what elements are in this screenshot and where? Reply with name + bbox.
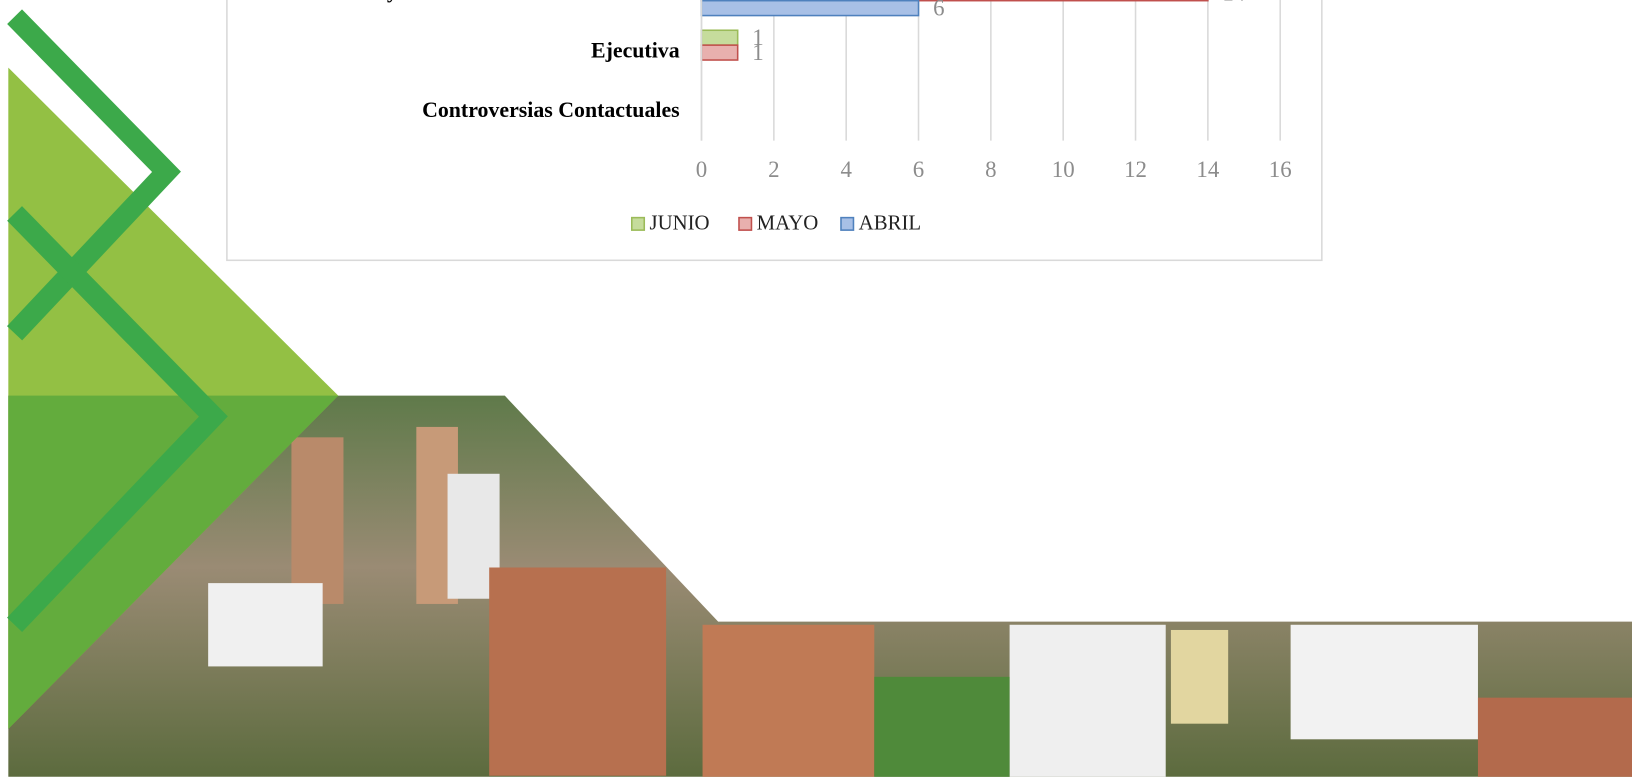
- chevron: [7, 206, 228, 632]
- bar: [700, 0, 1209, 2]
- data-label: 1: [752, 40, 763, 65]
- data-label: 6: [933, 0, 944, 20]
- bar: [700, 0, 920, 17]
- building: [208, 583, 323, 667]
- data-label: 14: [1222, 0, 1245, 6]
- building: [489, 567, 667, 776]
- bar: [700, 29, 739, 46]
- data-label: 1: [752, 25, 763, 50]
- category-label: Nulidad y Restablecimiento del Derecho: [306, 0, 680, 3]
- category-label: Controversias Contactuales: [422, 98, 680, 122]
- x-tick-label: 12: [1124, 157, 1147, 182]
- x-tick-label: 4: [840, 157, 852, 182]
- category-label: Ejecutiva: [591, 39, 680, 63]
- building: [1477, 697, 1632, 777]
- x-tick-label: 6: [913, 157, 924, 182]
- legend-swatch: [738, 216, 753, 231]
- building: [291, 437, 344, 604]
- x-tick-label: 8: [985, 157, 996, 182]
- legend-label: MAYO: [757, 211, 819, 235]
- x-tick-label: 2: [768, 157, 779, 182]
- x-tick-label: 16: [1269, 157, 1292, 182]
- building: [1009, 624, 1166, 777]
- trees: [874, 676, 1010, 777]
- x-tick-label: 14: [1196, 157, 1219, 182]
- background-decoration: [6, 9, 1632, 777]
- x-tick-label: 0: [696, 157, 707, 182]
- legend-swatch: [840, 216, 855, 231]
- building: [702, 624, 875, 777]
- bar: [700, 44, 739, 61]
- legend-label: ABRIL: [859, 211, 921, 235]
- legend-label: JUNIO: [649, 211, 709, 235]
- building: [1290, 624, 1478, 740]
- legend-swatch: [630, 216, 646, 231]
- building: [1170, 629, 1229, 724]
- x-tick-label: 10: [1052, 157, 1075, 182]
